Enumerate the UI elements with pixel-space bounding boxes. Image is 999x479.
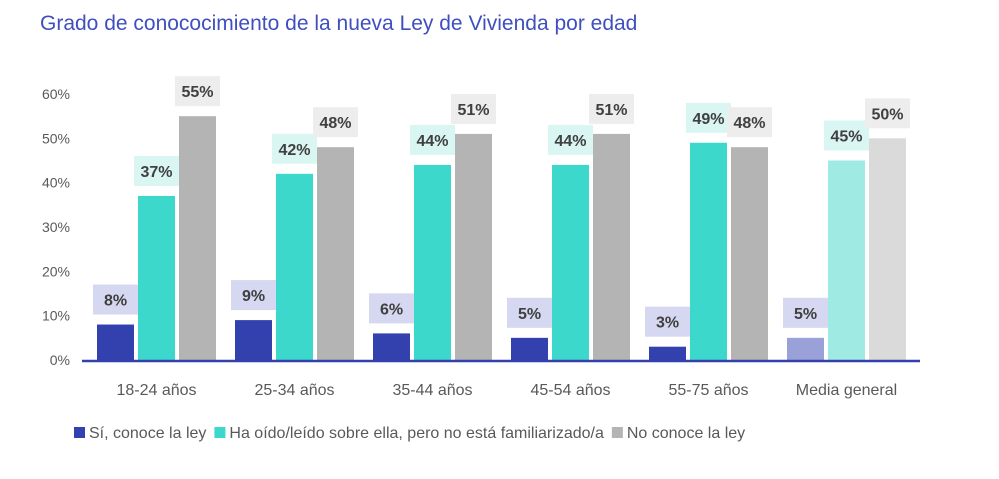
data-label: 45% (830, 129, 862, 146)
data-label-bg (410, 124, 455, 155)
y-tick-label: 50% (42, 130, 70, 146)
bar (869, 138, 906, 360)
data-label: 55% (181, 84, 213, 101)
bar (138, 195, 175, 360)
data-label: 6% (380, 301, 403, 318)
bar (511, 337, 548, 360)
data-label-bg (93, 284, 138, 315)
data-label-bg (686, 102, 731, 133)
data-label-bg (231, 280, 276, 311)
y-tick-label: 30% (42, 219, 70, 235)
data-label: 44% (554, 133, 586, 150)
bar (731, 147, 768, 360)
bar (276, 173, 313, 360)
x-category-label: Media general (796, 382, 897, 399)
legend-swatch (611, 427, 623, 438)
bar (828, 160, 865, 360)
x-category-label: 55-75 años (668, 382, 748, 399)
legend-label: No conoce la ley (627, 425, 745, 442)
data-label-bg (369, 293, 414, 324)
y-tick-label: 40% (42, 175, 70, 191)
x-category-label: 35-44 años (392, 382, 472, 399)
data-label: 48% (733, 115, 765, 132)
data-label: 9% (242, 288, 265, 305)
y-tick-label: 10% (42, 308, 70, 324)
legend-swatch (214, 427, 226, 438)
data-label-bg (783, 297, 828, 328)
data-label: 49% (692, 111, 724, 128)
chart-title: Grado de conococimiento de la nueva Ley … (40, 12, 638, 35)
bar (414, 164, 451, 360)
bar (690, 142, 727, 360)
data-label-bg (824, 120, 869, 151)
data-label: 51% (457, 102, 489, 119)
legend-label: Sí, conoce la ley (89, 425, 206, 442)
data-label-bg (645, 306, 690, 337)
data-label-bg (548, 124, 593, 155)
bar (373, 333, 410, 360)
data-label-bg (865, 98, 910, 129)
data-label: 3% (656, 315, 679, 332)
bar (455, 133, 492, 360)
data-label: 50% (871, 106, 903, 123)
data-label-bg (727, 107, 772, 138)
data-label: 48% (319, 115, 351, 132)
data-label-bg (272, 133, 317, 164)
data-label: 51% (595, 102, 627, 119)
bar (787, 337, 824, 360)
legend-label: Ha oído/leído sobre ella, pero no está f… (229, 425, 604, 442)
data-label: 42% (278, 142, 310, 159)
bar (235, 320, 272, 360)
data-label: 8% (104, 293, 127, 310)
x-category-label: 18-24 años (116, 382, 196, 399)
bar (649, 346, 686, 360)
y-tick-label: 20% (42, 263, 70, 279)
y-tick-label: 0% (50, 352, 70, 368)
data-label: 37% (140, 164, 172, 181)
bar (97, 324, 134, 360)
bar (317, 147, 354, 360)
bar (179, 116, 216, 361)
data-label: 5% (794, 306, 817, 323)
data-label: 5% (518, 306, 541, 323)
data-label-bg (507, 297, 552, 328)
data-label: 44% (416, 133, 448, 150)
data-label-bg (313, 107, 358, 138)
y-tick-label: 60% (42, 86, 70, 102)
x-category-label: 25-34 años (254, 382, 334, 399)
bar (552, 164, 589, 360)
data-label-bg (589, 93, 634, 124)
data-label-bg (175, 76, 220, 107)
data-label-bg (134, 155, 179, 186)
legend-swatch (74, 427, 85, 438)
bar (593, 133, 630, 360)
x-category-label: 45-54 años (530, 382, 610, 399)
data-label-bg (451, 93, 496, 124)
